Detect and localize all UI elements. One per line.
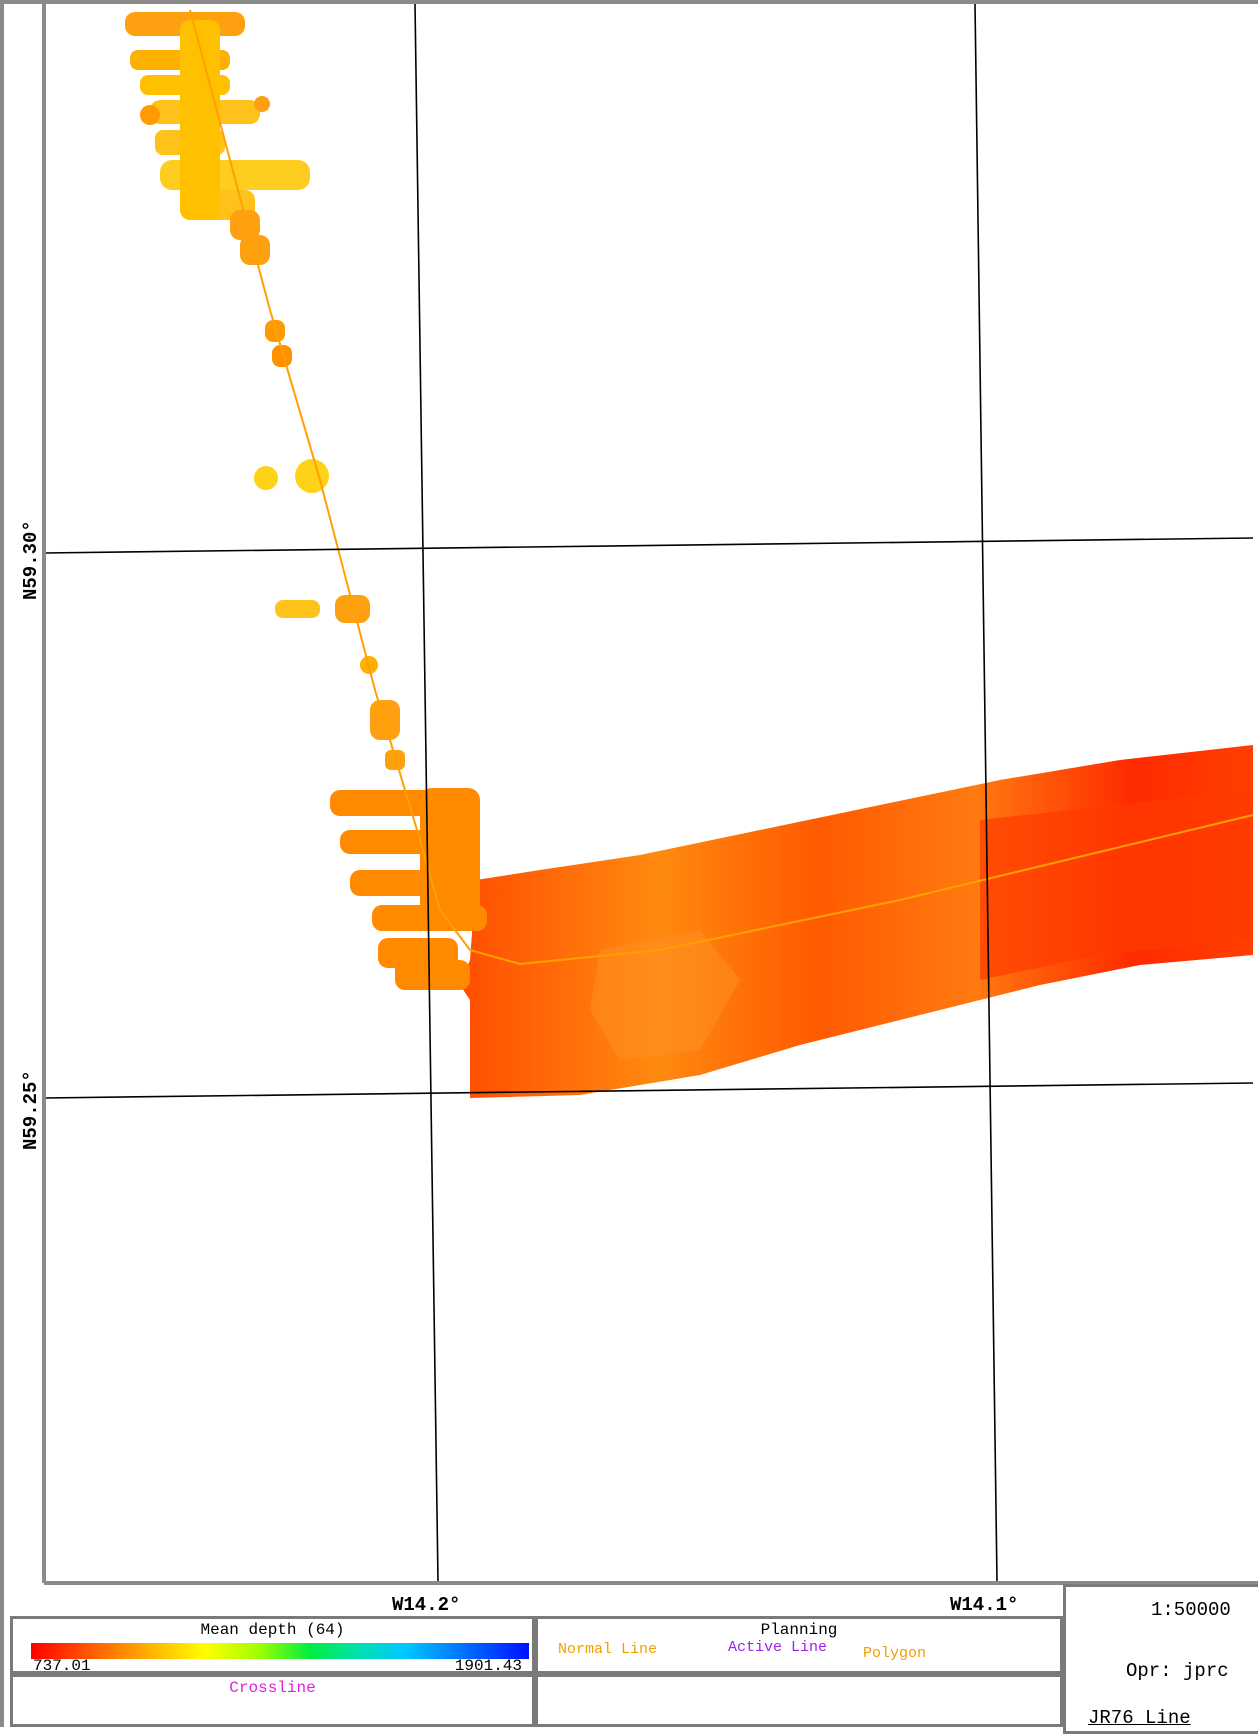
crossline-label: Crossline [229, 1679, 316, 1697]
planning-polygon: Polygon [863, 1645, 927, 1662]
depth-color-ramp [31, 1643, 529, 1659]
info-panel: 1:50000 Opr: jprc JR76 Line [1063, 1584, 1258, 1734]
operator-label: Opr: jprc [1126, 1660, 1229, 1682]
swath-upper-track [125, 12, 405, 770]
planning-title: Planning [760, 1621, 838, 1639]
planning-normal-line: Normal Line [558, 1641, 658, 1658]
longitude-label-14-1: W14.1° [950, 1594, 1019, 1616]
line-label: JR76 Line [1088, 1707, 1191, 1729]
plot-frame [42, 4, 1258, 1585]
planning-empty-panel [535, 1674, 1063, 1727]
latitude-label-59-30: N59.30° [20, 520, 42, 600]
swath-light-zone [590, 930, 740, 1060]
longitude-label-14-2: W14.2° [392, 1594, 461, 1616]
vessel-track-line [189, 9, 1254, 966]
depth-legend-title: Mean depth (64) [200, 1621, 345, 1639]
planning-active-line: Active Line [728, 1639, 828, 1656]
depth-legend-max: 1901.43 [454, 1657, 522, 1675]
crossline-panel: Crossline [10, 1674, 535, 1727]
swath-branches [330, 788, 487, 990]
depth-legend-min: 737.01 [33, 1657, 91, 1675]
swath-deep-zone [980, 790, 1253, 980]
grid-lines [43, 3, 1254, 1582]
depth-legend-panel: Mean depth (64) 737.01 1901.43 [10, 1616, 535, 1675]
map-scale: 1:50000 [1151, 1599, 1231, 1621]
latitude-label-59-25: N59.25° [20, 1070, 42, 1150]
planning-panel: Planning Normal Line Active Line Polygon [535, 1616, 1063, 1674]
